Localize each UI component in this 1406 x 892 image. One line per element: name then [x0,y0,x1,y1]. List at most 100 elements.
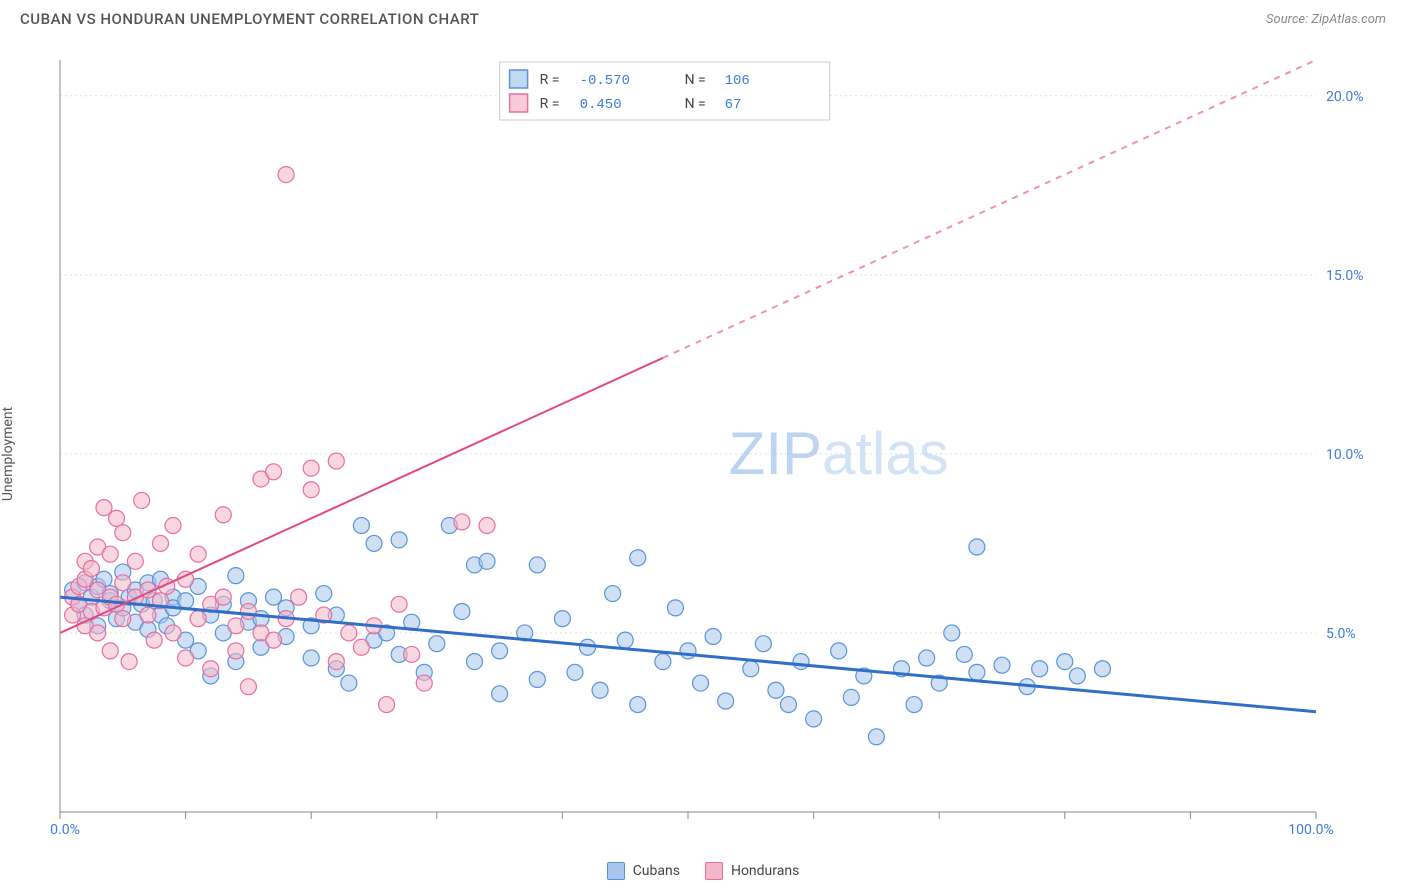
data-point [115,611,131,627]
data-point [780,697,796,713]
legend-swatch [705,862,723,880]
legend-item: Cubans [607,862,680,880]
data-point [868,729,884,745]
svg-text:67: 67 [725,97,742,113]
scatter-plot: 5.0%10.0%15.0%20.0%ZIPatlas0.0%100.0%R =… [50,40,1386,842]
data-point [379,697,395,713]
data-point [215,589,231,605]
y-tick-label: 5.0% [1326,626,1356,642]
data-point [843,689,859,705]
svg-text:N =: N = [685,72,706,88]
chart-area: 5.0%10.0%15.0%20.0%ZIPatlas0.0%100.0%R =… [50,40,1386,842]
data-point [969,664,985,680]
data-point [190,611,206,627]
y-axis-label: Unemployment [0,407,16,501]
data-point [479,518,495,534]
data-point [303,650,319,666]
data-point [994,657,1010,673]
svg-text:R =: R = [540,72,560,88]
x-tick-label: 0.0% [50,822,80,838]
data-point [90,625,106,641]
data-point [121,654,137,670]
data-point [956,646,972,662]
y-tick-label: 10.0% [1326,447,1364,463]
chart-header: CUBAN VS HONDURAN UNEMPLOYMENT CORRELATI… [0,0,1406,28]
data-point [492,686,508,702]
data-point [134,492,150,508]
data-point [944,625,960,641]
data-point [353,518,369,534]
data-point [102,643,118,659]
chart-title: CUBAN VS HONDURAN UNEMPLOYMENT CORRELATI… [20,10,479,28]
series-cubans [65,518,1111,745]
data-point [454,603,470,619]
legend-stats: R =-0.570N =106R =0.450N =67 [500,62,830,120]
data-point [429,636,445,652]
data-point [554,611,570,627]
data-point [266,464,282,480]
svg-text:R =: R = [540,96,560,112]
data-point [83,560,99,576]
data-point [341,625,357,641]
data-point [115,575,131,591]
data-point [109,510,125,526]
data-point [416,675,432,691]
trend-line [60,358,663,633]
data-point [115,525,131,541]
svg-text:106: 106 [725,73,750,89]
data-point [479,553,495,569]
data-point [667,600,683,616]
data-point [303,482,319,498]
data-point [1032,661,1048,677]
data-point [567,664,583,680]
data-point [391,532,407,548]
watermark: ZIPatlas [729,420,949,487]
data-point [303,460,319,476]
legend-label: Hondurans [731,863,799,879]
data-point [1069,668,1085,684]
data-point [127,553,143,569]
data-point [680,643,696,659]
data-point [391,596,407,612]
data-point [1057,654,1073,670]
y-tick-label: 20.0% [1326,89,1364,105]
data-point [743,661,759,677]
data-point [328,654,344,670]
data-point [96,500,112,516]
data-point [592,682,608,698]
data-point [146,632,162,648]
svg-text:-0.570: -0.570 [580,73,630,89]
data-point [755,636,771,652]
y-tick-label: 15.0% [1326,268,1364,284]
data-point [630,697,646,713]
chart-source: Source: ZipAtlas.com [1266,12,1386,27]
legend-label: Cubans [633,863,680,879]
data-point [152,535,168,551]
data-point [655,654,671,670]
data-point [492,643,508,659]
data-point [906,697,922,713]
data-point [190,546,206,562]
data-point [291,589,307,605]
data-point [328,453,344,469]
data-point [806,711,822,727]
data-point [240,679,256,695]
data-point [705,629,721,645]
legend-item: Hondurans [705,862,799,880]
data-point [102,546,118,562]
data-point [278,167,294,183]
data-point [404,646,420,662]
data-point [831,643,847,659]
data-point [316,586,332,602]
data-point [140,607,156,623]
data-point [718,693,734,709]
data-point [366,535,382,551]
data-point [178,593,194,609]
data-point [353,639,369,655]
data-point [529,672,545,688]
data-point [341,675,357,691]
data-point [454,514,470,530]
data-point [529,557,545,573]
data-point [768,682,784,698]
data-point [617,632,633,648]
